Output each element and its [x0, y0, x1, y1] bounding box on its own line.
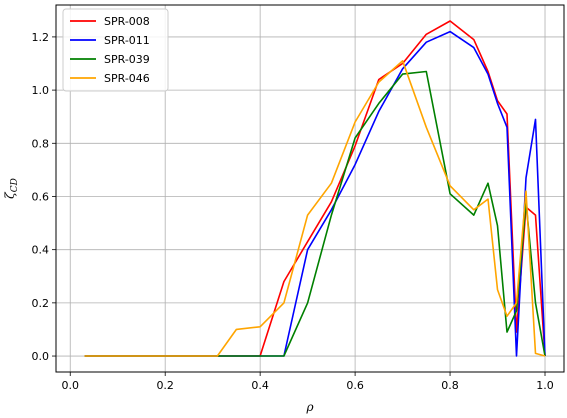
- y-tick-label: 0.8: [32, 137, 50, 150]
- x-tick-label: 1.0: [536, 379, 554, 392]
- y-tick-label: 0.4: [32, 244, 50, 257]
- series-line-spr-008: [84, 20, 546, 357]
- y-tick-label: 0.2: [32, 297, 50, 310]
- series-lines: [84, 20, 546, 357]
- legend-entry: SPR-046: [104, 72, 150, 85]
- y-axis-label: ζCD: [3, 178, 20, 199]
- y-axis-ticks: 0.0 0.2 0.4 0.6 0.8 1.0 1.2: [32, 31, 56, 363]
- plot-area-frame: [55, 4, 565, 373]
- x-tick-label: 0.8: [441, 379, 459, 392]
- y-tick-label: 0.0: [32, 350, 50, 363]
- x-tick-label: 0.0: [61, 379, 79, 392]
- y-tick-label: 1.2: [32, 31, 50, 44]
- x-tick-label: 0.4: [251, 379, 269, 392]
- x-tick-label: 0.6: [346, 379, 364, 392]
- series-line-spr-046: [84, 59, 546, 357]
- legend: SPR-008 SPR-011 SPR-039 SPR-046: [62, 8, 169, 92]
- legend-box: [62, 8, 169, 92]
- x-axis-label: ρ: [305, 400, 313, 414]
- legend-entry: SPR-011: [104, 34, 150, 47]
- y-axis-label-text: ζCD: [3, 178, 20, 199]
- x-tick-label: 0.2: [156, 379, 174, 392]
- legend-entry: SPR-039: [104, 53, 150, 66]
- series-line-spr-011: [84, 30, 546, 357]
- legend-entry: SPR-008: [104, 15, 150, 28]
- y-tick-label: 0.6: [32, 190, 50, 203]
- series-line-spr-039: [84, 70, 546, 357]
- y-tick-label: 1.0: [32, 84, 50, 97]
- x-axis-ticks: 0.0 0.2 0.4 0.6 0.8 1.0: [61, 372, 554, 392]
